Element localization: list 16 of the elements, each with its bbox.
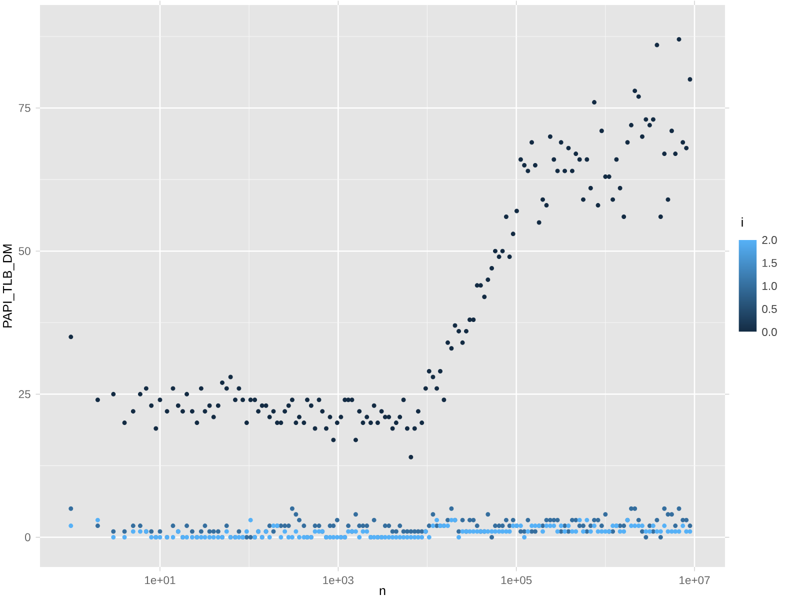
- x-tick-label: 1e+01: [145, 576, 176, 584]
- x-axis-title: n: [380, 588, 386, 595]
- y-tick-label: 0: [25, 533, 30, 542]
- y-tick-label: 75: [18, 104, 30, 112]
- y-tick-label: 25: [18, 390, 30, 398]
- x-tick-label: 1e+03: [323, 576, 354, 584]
- y-axis-title: PAPI_TLB_DM: [3, 244, 14, 328]
- x-tick-label: 1e+05: [501, 576, 532, 584]
- color-bar-label: 0.5: [762, 305, 777, 313]
- color-bar-label: 1.0: [762, 282, 777, 290]
- color-bar-title: i: [742, 217, 743, 227]
- color-bar-label: 0.0: [762, 328, 777, 336]
- x-tick-label: 1e+07: [680, 576, 710, 584]
- color-bar-label: 2.0: [762, 236, 777, 244]
- y-tick-label: 50: [18, 247, 30, 256]
- color-bar-label: 1.5: [762, 259, 777, 267]
